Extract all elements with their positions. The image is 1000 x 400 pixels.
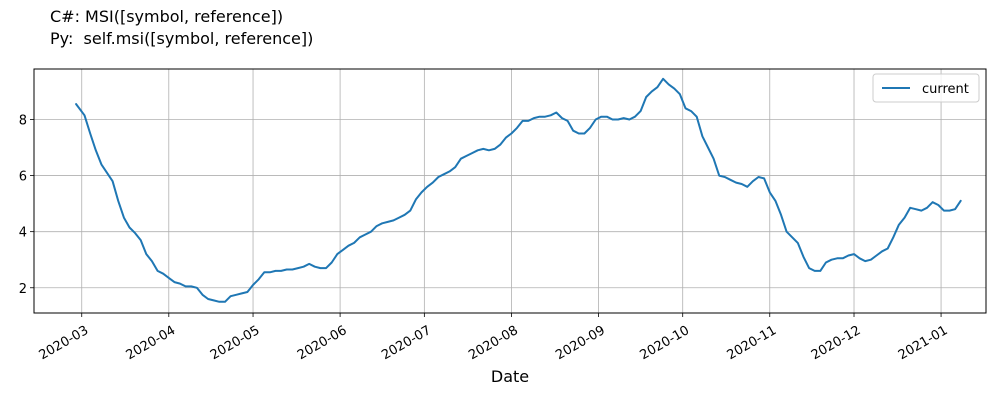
x-tick-label: 2020-04 <box>124 323 179 363</box>
x-tick-label: 2020-09 <box>553 323 608 363</box>
x-tick-label: 2020-07 <box>379 323 434 363</box>
y-axis: 2 4 6 8 <box>19 113 34 297</box>
python-signature: Py: self.msi([symbol, reference]) <box>50 29 314 48</box>
x-tick-label: 2020-05 <box>208 323 263 363</box>
grid-lines <box>34 69 986 313</box>
plot-frame <box>33 68 987 314</box>
legend-box <box>872 73 980 103</box>
series-line-current <box>75 77 962 303</box>
y-tick-label: 2 <box>19 282 27 297</box>
y-tick-label: 8 <box>19 113 27 128</box>
series-layer <box>75 77 962 303</box>
x-tick-label: 2020-11 <box>725 323 780 363</box>
x-axis: 2020-03 2020-04 2020-05 2020-06 2020-07 2020-… <box>37 313 951 363</box>
x-axis-label: Date <box>491 367 529 386</box>
csharp-signature: C#: MSI([symbol, reference]) <box>50 7 284 26</box>
chart-header: C#: MSI([symbol, reference]) Py: self.ms… <box>50 6 313 50</box>
y-tick-label: 4 <box>19 226 27 241</box>
x-tick-label: 2020-10 <box>638 323 693 363</box>
x-tick-label: 2020-06 <box>295 323 350 363</box>
x-tick-label: 2020-03 <box>37 323 92 363</box>
legend: current <box>872 73 980 103</box>
x-tick-label: 2020-08 <box>466 323 521 363</box>
x-tick-label: 2021-01 <box>896 323 951 363</box>
legend-label: current <box>922 82 969 97</box>
x-tick-label: 2020-12 <box>809 323 864 363</box>
y-tick-label: 6 <box>19 170 27 185</box>
